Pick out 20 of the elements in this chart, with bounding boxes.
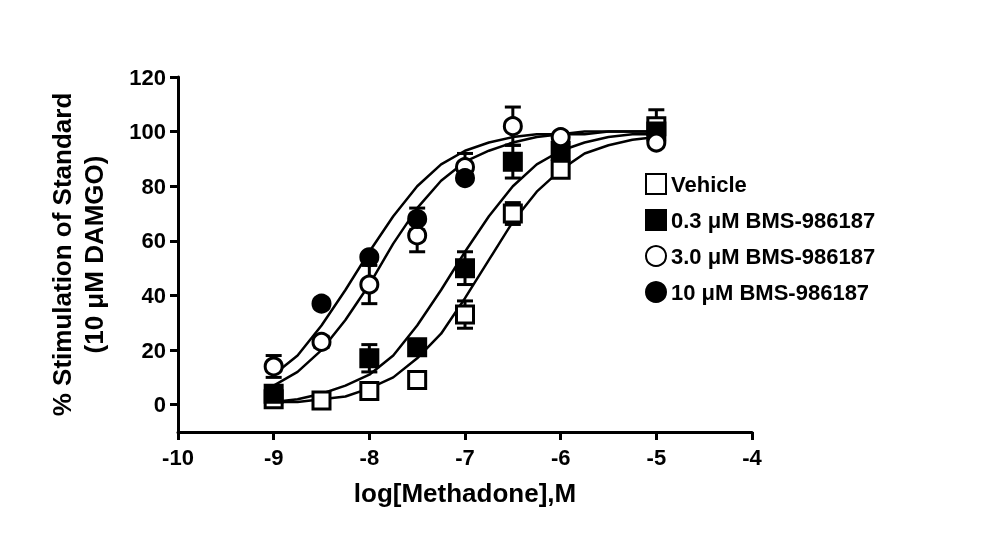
x-tick-label: -6 <box>550 444 571 470</box>
legend-label: Vehicle <box>671 171 747 197</box>
y-tick-label: 20 <box>141 337 166 363</box>
legend-label: 0.3 μM BMS-986187 <box>671 207 876 233</box>
x-tick-label: -8 <box>359 444 380 470</box>
x-tick-label: -9 <box>263 444 284 470</box>
y-axis-title: % Stimulation of Standard (10 μM DAMGO) <box>47 92 109 417</box>
y-tick-label: 40 <box>141 282 166 308</box>
x-tick-label: -5 <box>646 444 667 470</box>
y-tick-label: 80 <box>141 173 166 199</box>
x-tick-label: -7 <box>455 444 475 470</box>
x-tick-label: -4 <box>742 444 763 470</box>
legend-label: 3.0 μM BMS-986187 <box>671 243 876 269</box>
y-tick-label: 0 <box>153 392 166 418</box>
y-tick-label: 120 <box>129 64 166 90</box>
y-tick-label: 60 <box>141 228 166 254</box>
x-tick-label: -10 <box>162 444 194 470</box>
x-axis-title: log[Methadone],M <box>353 478 577 508</box>
legend-label: 10 μM BMS-986187 <box>671 279 870 305</box>
y-tick-label: 100 <box>129 119 166 145</box>
